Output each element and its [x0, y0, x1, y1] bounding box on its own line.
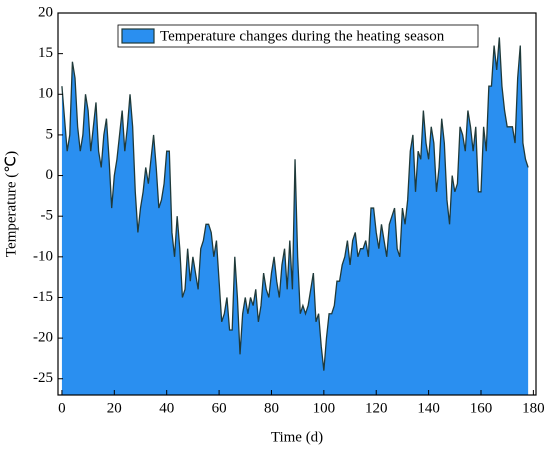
y-tick-label: -20	[33, 330, 53, 346]
x-tick-label: 20	[107, 400, 122, 416]
y-tick-label: 10	[38, 86, 53, 102]
plot-frame	[57, 12, 537, 396]
x-tick-label: 60	[212, 400, 227, 416]
y-tick-label: 0	[46, 167, 54, 183]
y-tick-label: -10	[33, 248, 53, 264]
y-tick-label: 15	[38, 45, 53, 61]
y-tick-label: -15	[33, 289, 53, 305]
legend-swatch	[121, 28, 155, 44]
x-tick-label: 100	[313, 400, 336, 416]
x-tick-label: 40	[159, 400, 174, 416]
y-tick-label: -25	[33, 370, 53, 386]
x-tick-label: 180	[522, 400, 545, 416]
y-tick-label: 20	[38, 4, 53, 20]
x-tick-label: 80	[264, 400, 279, 416]
area	[61, 37, 529, 395]
x-tick-label: 140	[417, 400, 440, 416]
legend-box	[117, 24, 479, 48]
legend-label: Temperature changes during the heating s…	[160, 28, 445, 44]
y-tick-label: 5	[46, 126, 54, 142]
y-tick-label: -5	[41, 208, 54, 224]
x-axis-label: Time (d)	[271, 429, 323, 445]
y-axis-label: Temperature (℃)	[3, 151, 19, 257]
x-tick-label: 0	[58, 400, 66, 416]
x-tick-label: 120	[365, 400, 388, 416]
area-outline	[61, 37, 529, 371]
x-tick-label: 160	[470, 400, 493, 416]
